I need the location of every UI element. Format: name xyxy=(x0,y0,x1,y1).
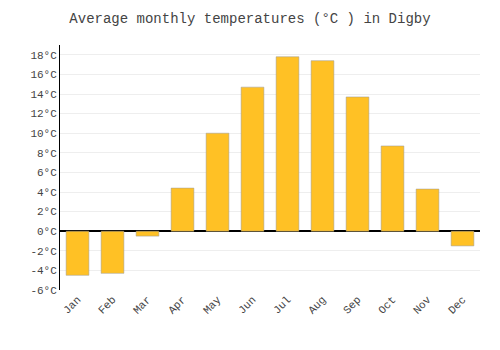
svg-text:Oct: Oct xyxy=(376,294,398,316)
svg-text:14°C: 14°C xyxy=(30,89,57,101)
svg-text:-2°C: -2°C xyxy=(30,246,57,258)
svg-text:Average monthly temperatures (: Average monthly temperatures (°C ) in Di… xyxy=(69,11,430,27)
svg-text:Nov: Nov xyxy=(411,294,434,317)
svg-text:Aug: Aug xyxy=(306,294,328,316)
svg-text:Jun: Jun xyxy=(236,294,258,316)
svg-text:2°C: 2°C xyxy=(37,206,57,218)
svg-text:6°C: 6°C xyxy=(37,167,57,179)
svg-text:-6°C: -6°C xyxy=(30,285,57,297)
svg-text:10°C: 10°C xyxy=(30,128,57,140)
svg-text:Jul: Jul xyxy=(271,294,293,316)
svg-text:Jan: Jan xyxy=(61,294,83,316)
svg-text:16°C: 16°C xyxy=(30,69,57,81)
svg-text:Dec: Dec xyxy=(446,294,468,316)
svg-text:Feb: Feb xyxy=(96,294,118,316)
svg-text:Sep: Sep xyxy=(341,294,363,316)
svg-text:Mar: Mar xyxy=(131,294,153,316)
svg-text:0°C: 0°C xyxy=(37,226,57,238)
svg-text:Apr: Apr xyxy=(166,294,188,316)
svg-text:May: May xyxy=(201,294,224,317)
svg-text:4°C: 4°C xyxy=(37,187,57,199)
svg-text:12°C: 12°C xyxy=(30,108,57,120)
svg-text:-4°C: -4°C xyxy=(30,265,57,277)
svg-text:18°C: 18°C xyxy=(30,50,57,62)
svg-text:8°C: 8°C xyxy=(37,148,57,160)
